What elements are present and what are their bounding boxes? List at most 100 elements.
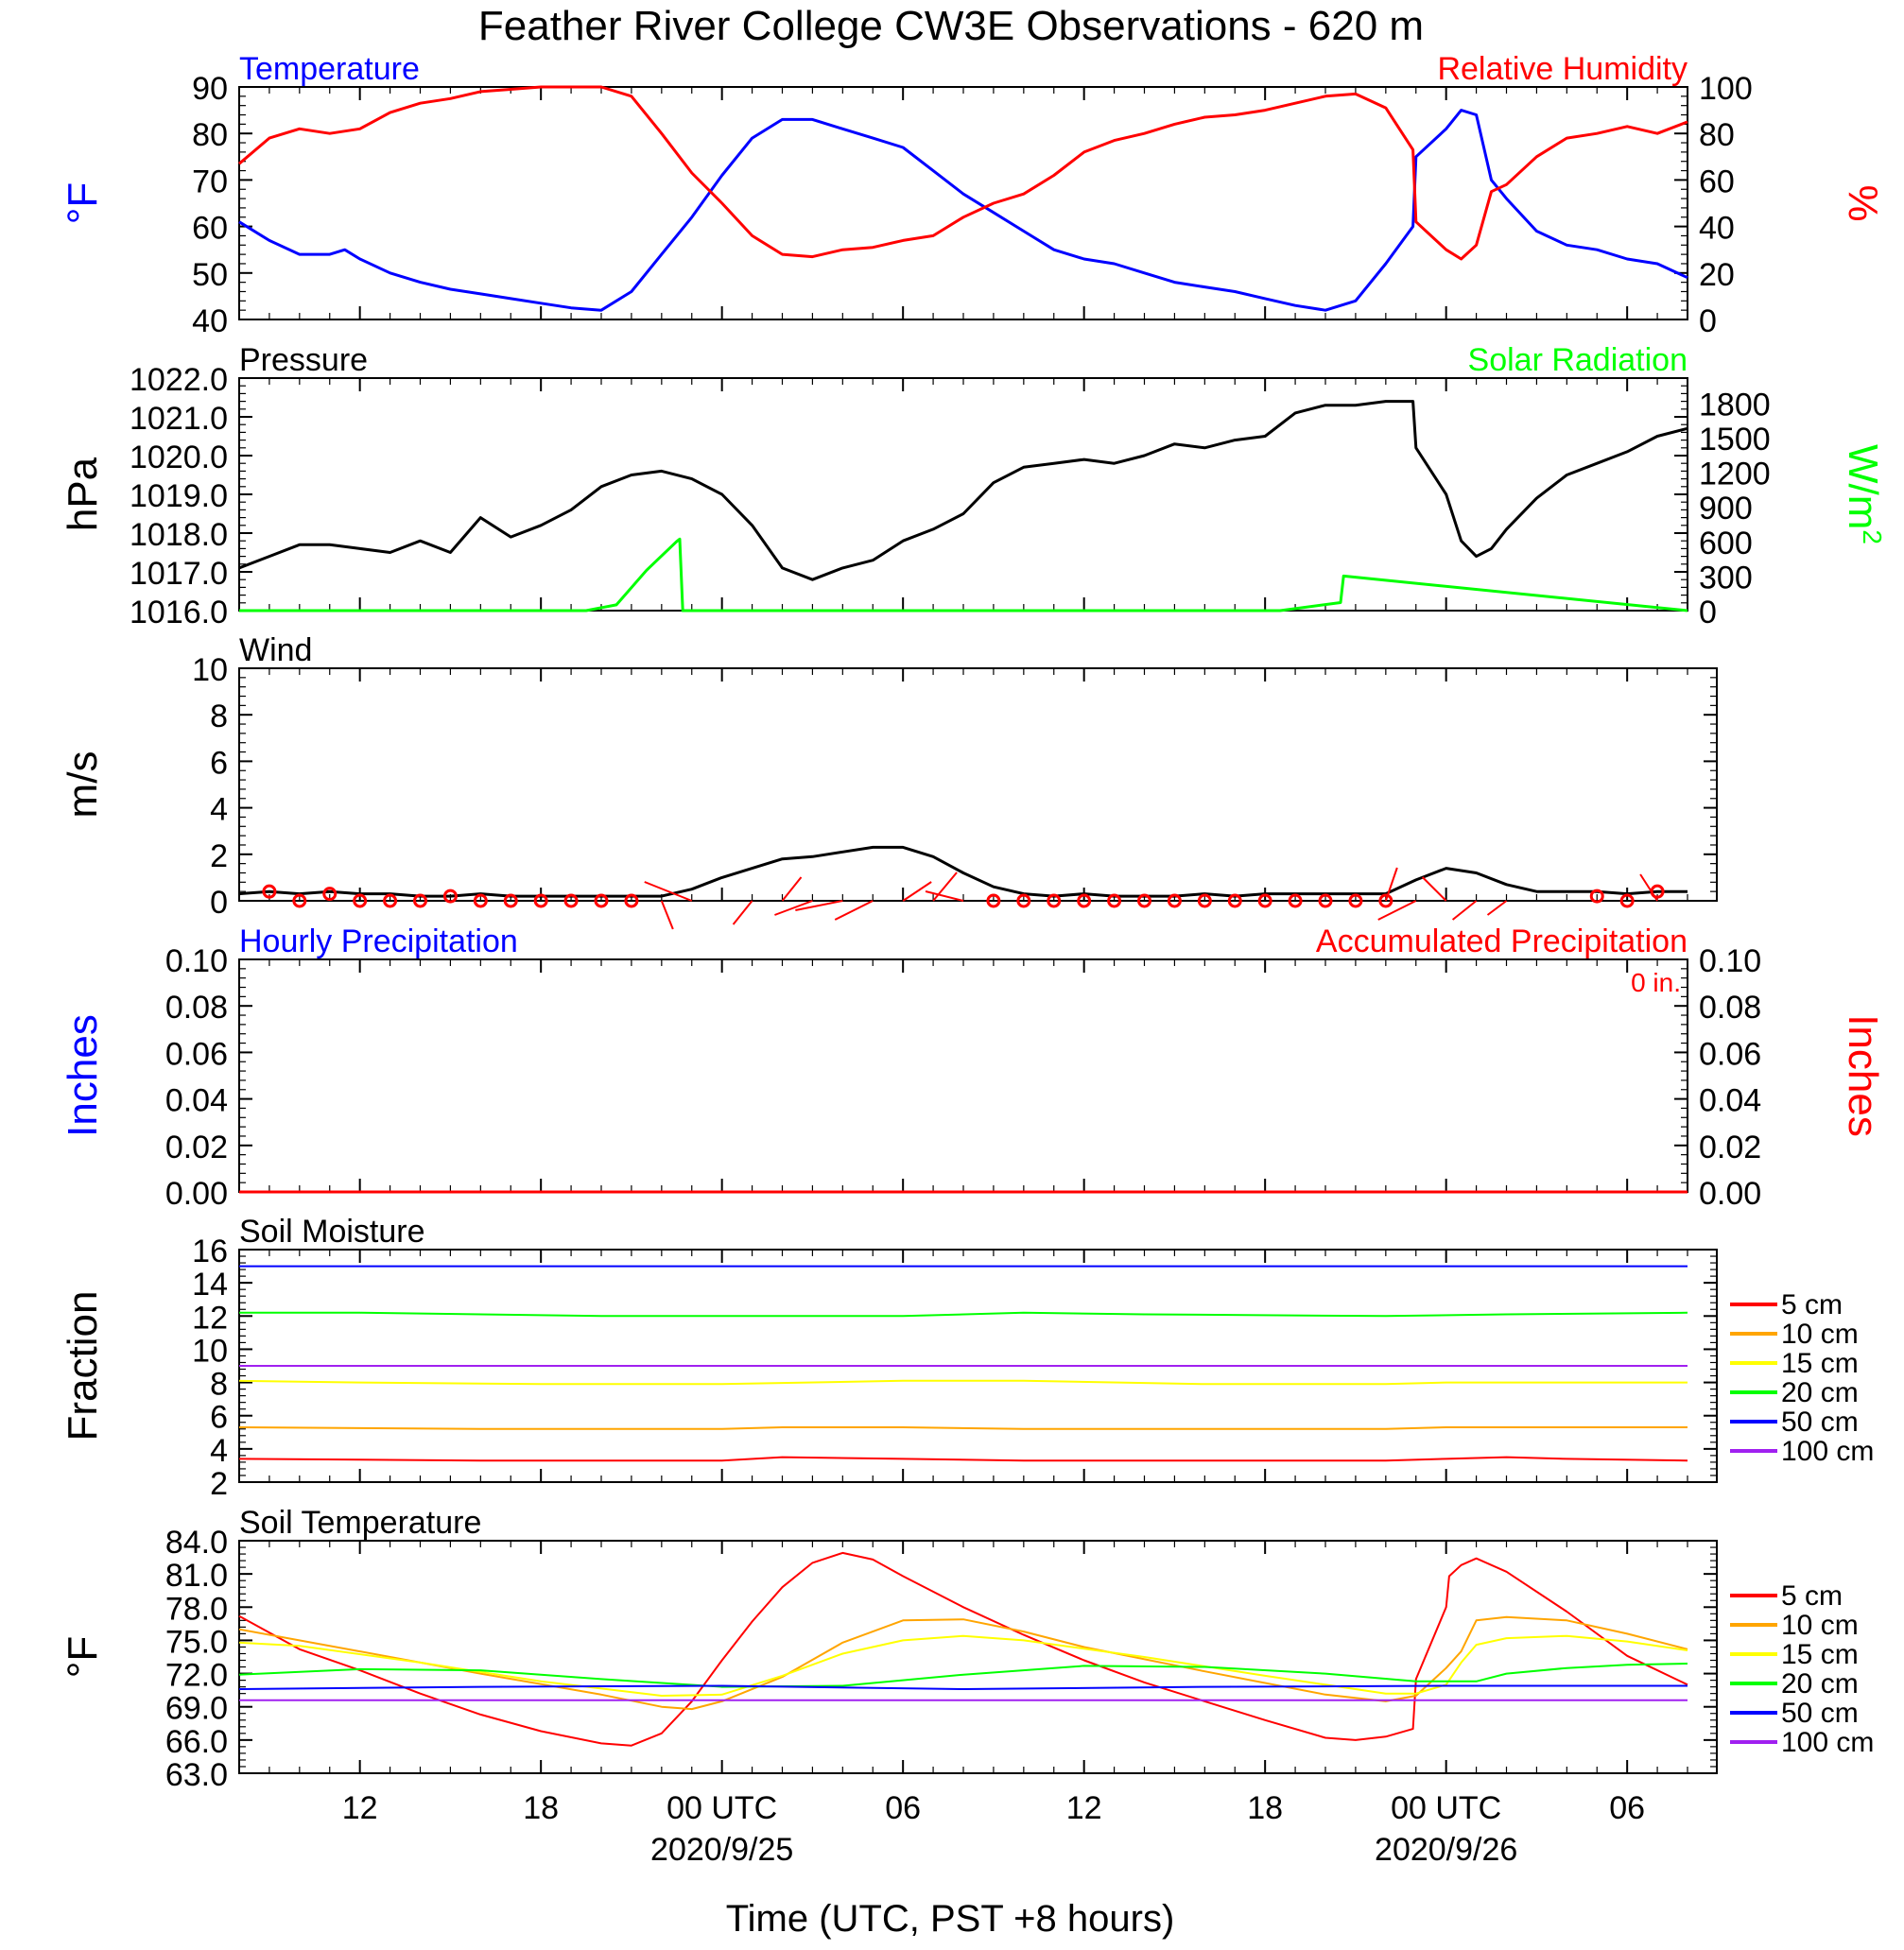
y-axis-label-right: W/m2 — [1840, 444, 1888, 544]
y-tick-label-left: 0.00 — [165, 1176, 228, 1212]
y-tick-label-left: 8 — [210, 699, 228, 734]
series-line-solar-radiation — [239, 537, 1688, 613]
series-line-temperature — [238, 109, 1688, 312]
y-tick-label-right: 1800 — [1699, 387, 1771, 423]
legend-label: 5 cm — [1781, 1580, 1843, 1612]
calm-wind-circle — [322, 887, 338, 902]
panel-temperature-humidity: 40 50 60 70 80 90 0 20 40 60 80 100 Temperature Relat… — [60, 51, 1886, 339]
wind-barb — [732, 900, 753, 925]
y-tick-label-right: 600 — [1699, 526, 1753, 561]
y-tick-label-right: 100 — [1699, 71, 1753, 107]
y-tick-label-left: 4 — [210, 792, 228, 828]
chart-title: Feather River College CW3E Observations … — [478, 3, 1424, 49]
panel-title-left: Pressure — [239, 342, 368, 378]
y-axis-label-left: °F — [60, 1636, 106, 1678]
series-line-relative-humidity — [238, 85, 1688, 261]
wind-barb — [932, 871, 958, 902]
y-tick-label-left: 1017.0 — [130, 556, 228, 592]
y-tick-label-left: 72.0 — [165, 1658, 228, 1694]
wind-barb — [1377, 900, 1417, 921]
series-line-wind — [238, 845, 1688, 898]
legend-label: 100 cm — [1781, 1436, 1874, 1467]
calm-wind-circle — [1589, 889, 1604, 904]
y-tick-label-left: 60 — [192, 211, 228, 247]
x-tick-label: 12 — [1066, 1790, 1102, 1826]
legend-label: 15 cm — [1781, 1639, 1859, 1670]
calm-wind-circle — [1619, 893, 1635, 908]
y-tick-label-right: 0 — [1699, 595, 1717, 630]
panel-title-left: Wind — [239, 632, 312, 668]
y-tick-label-left: 50 — [192, 257, 228, 293]
y-tick-label-right: 0.00 — [1699, 1176, 1761, 1212]
y-tick-label-right: 0.10 — [1699, 943, 1761, 979]
series-line-20-cm — [238, 1663, 1688, 1688]
y-tick-label-right: 0.02 — [1699, 1130, 1761, 1165]
y-tick-label-left: 69.0 — [165, 1691, 228, 1727]
y-tick-label-right: 40 — [1699, 211, 1735, 247]
calm-wind-circle — [1348, 893, 1363, 908]
y-tick-label-right: 1200 — [1699, 457, 1771, 492]
y-tick-label-right: 900 — [1699, 491, 1753, 526]
wind-barb — [1451, 900, 1478, 921]
wind-barb — [1486, 900, 1508, 916]
series-line-pressure — [238, 400, 1688, 581]
y-tick-label-left: 6 — [210, 745, 228, 781]
y-tick-label-left: 0.10 — [165, 943, 228, 979]
wind-barb — [834, 900, 874, 921]
calm-wind-circle — [473, 893, 488, 908]
legend-label: 50 cm — [1781, 1698, 1859, 1729]
x-tick-label: 18 — [523, 1790, 559, 1826]
wind-barb — [795, 900, 843, 911]
legend-label: 10 cm — [1781, 1319, 1859, 1350]
y-axis-label-right: % — [1840, 184, 1886, 221]
y-tick-label-left: 10 — [192, 1333, 228, 1369]
calm-wind-circle — [1257, 893, 1272, 908]
x-tick-label: 18 — [1247, 1790, 1283, 1826]
series-line-15-cm — [238, 1634, 1688, 1697]
y-tick-label-right: 1500 — [1699, 422, 1771, 457]
y-tick-label-left: 8 — [210, 1367, 228, 1403]
x-tick-label: 06 — [1609, 1790, 1645, 1826]
panel-wind: 0 2 4 6 8 10 Wind m/s — [60, 632, 1718, 930]
x-tick-label: 00 UTC — [1391, 1790, 1501, 1826]
wind-barb — [925, 890, 964, 902]
plot-frame — [238, 667, 1718, 902]
y-axis-label-right: Inches — [1840, 1014, 1886, 1137]
y-tick-label-left: 2 — [210, 1466, 228, 1502]
y-axis-label-left: Inches — [60, 1014, 106, 1137]
series-line-10-cm — [238, 1615, 1688, 1711]
legend-label: 50 cm — [1781, 1406, 1859, 1438]
calm-wind-circle — [986, 893, 1001, 908]
legend-label: 20 cm — [1781, 1377, 1859, 1408]
y-tick-label-left: 0.06 — [165, 1036, 228, 1072]
y-axis-label-superscript: 2 — [1859, 529, 1888, 544]
y-tick-label-left: 4 — [210, 1433, 228, 1469]
plot-frame — [238, 377, 1688, 612]
y-tick-label-left: 66.0 — [165, 1724, 228, 1760]
y-tick-label-left: 6 — [210, 1400, 228, 1436]
y-tick-label-left: 14 — [192, 1267, 228, 1303]
series-line-10-cm — [238, 1426, 1688, 1430]
calm-wind-circle — [624, 893, 639, 908]
panel-title-left: Soil Moisture — [239, 1214, 425, 1250]
y-axis-label-left: Fraction — [60, 1291, 106, 1441]
x-tick-date-label: 2020/9/26 — [1375, 1832, 1517, 1868]
calm-wind-circle — [503, 893, 518, 908]
y-tick-label-left: 70 — [192, 164, 228, 199]
y-tick-label-left: 0.08 — [165, 990, 228, 1026]
y-tick-label-left: 12 — [192, 1300, 228, 1336]
panel-title-right: Relative Humidity — [1437, 51, 1688, 87]
accumulated-total-label: 0 in. — [1631, 968, 1681, 997]
panel-precipitation: 0.00 0.02 0.04 0.06 0.08 0.10 0.00 0.02 0.04 0.06… — [60, 923, 1886, 1212]
wind-barb — [1384, 867, 1398, 902]
plot-frame — [238, 1540, 1718, 1774]
y-tick-label-left: 40 — [192, 303, 228, 339]
y-tick-label-left: 1016.0 — [130, 595, 228, 630]
panel-soil-temperature: 63.066.069.072.075.078.081.084.0 Soil Tem… — [60, 1505, 1874, 1793]
y-tick-label-left: 90 — [192, 71, 228, 107]
series-line-5-cm — [238, 1456, 1688, 1462]
series-line-5-cm — [238, 1551, 1688, 1747]
